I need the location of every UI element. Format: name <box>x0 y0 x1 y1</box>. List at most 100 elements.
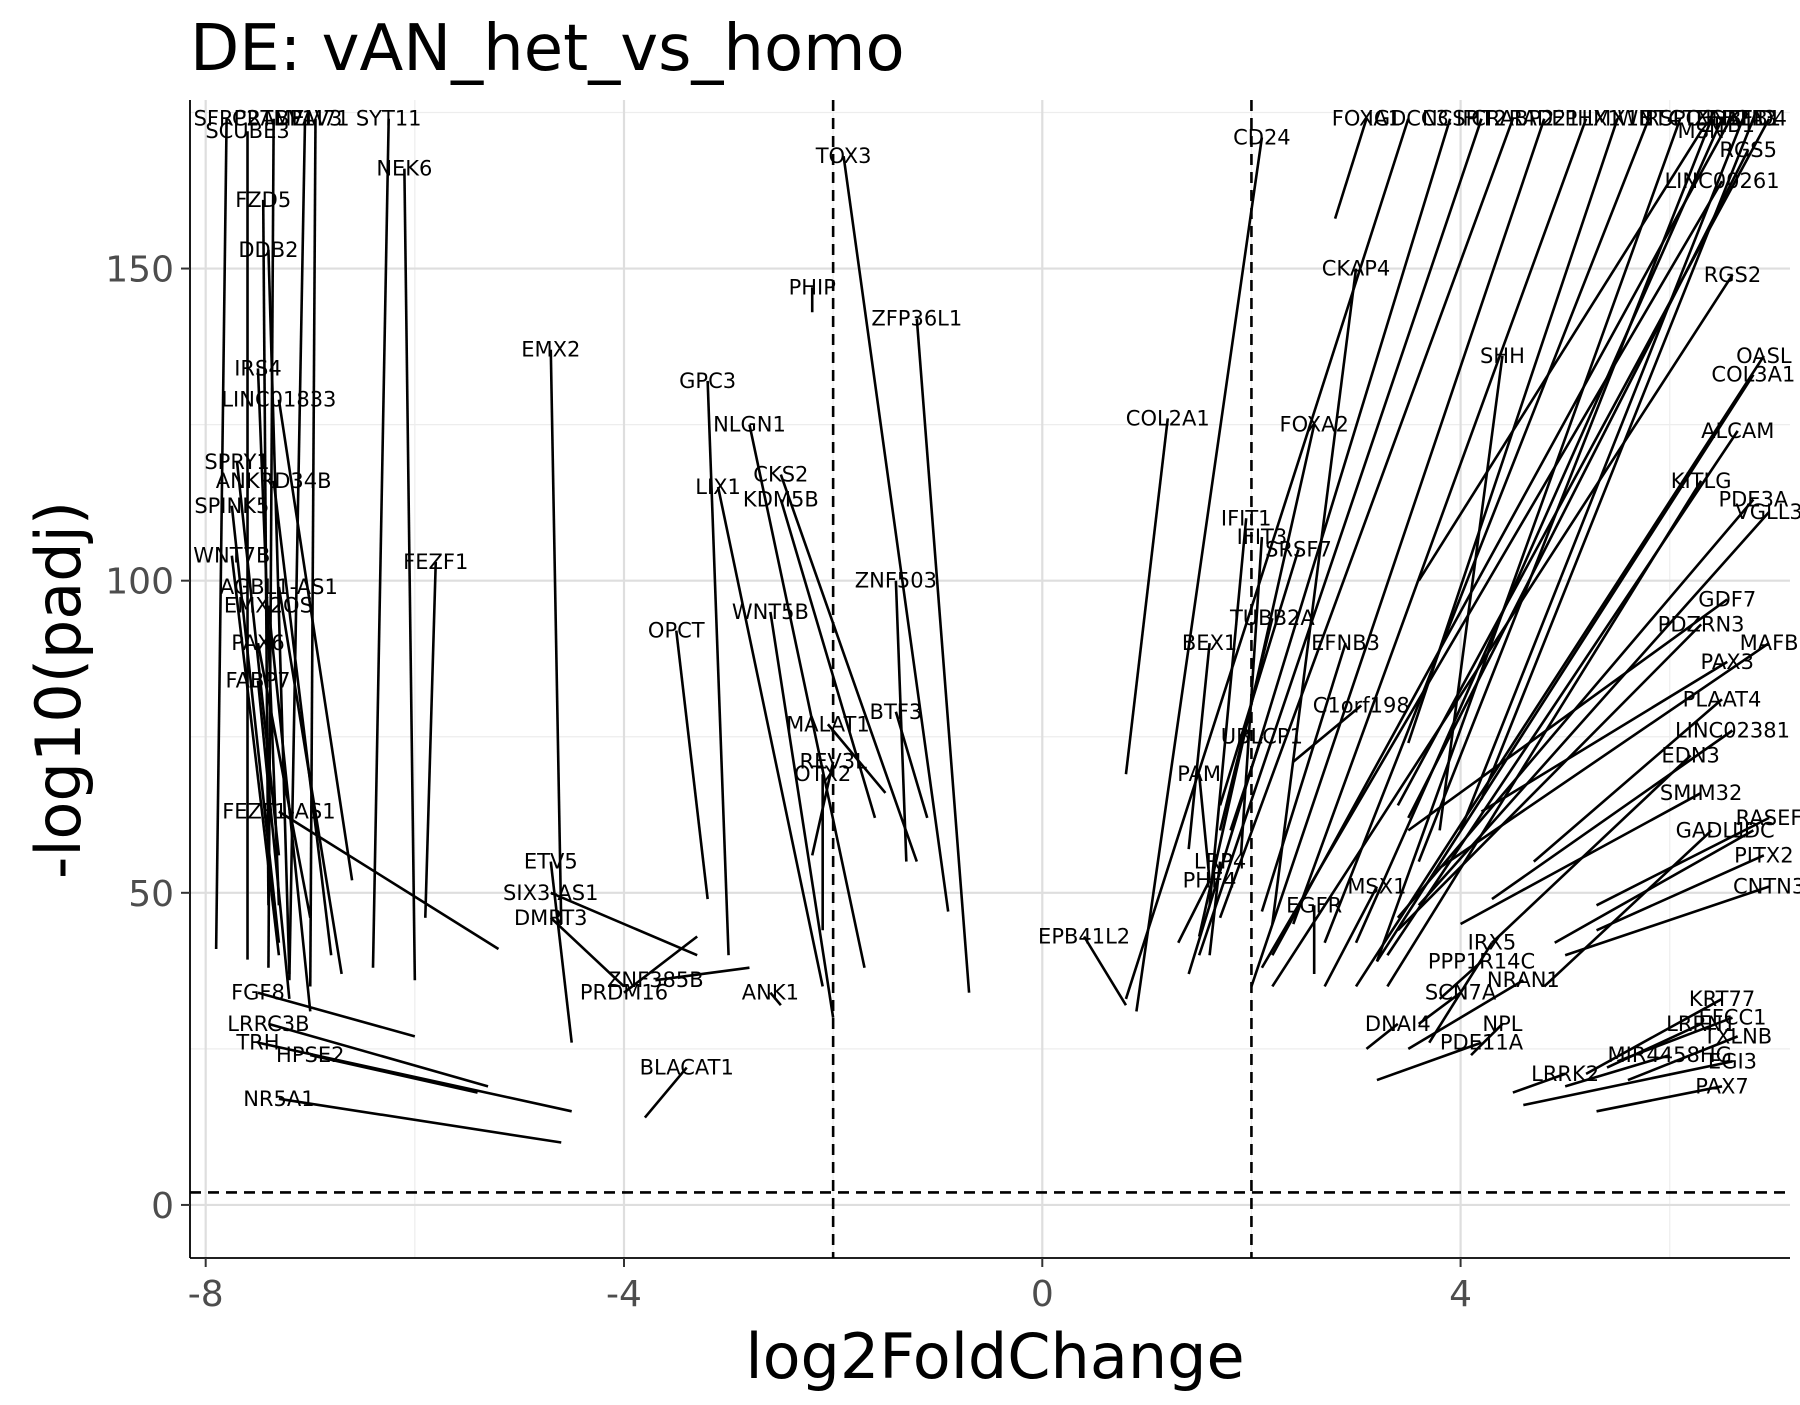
gene-label: FZD5 <box>235 188 291 212</box>
label-segment <box>1333 118 1368 219</box>
label-segment <box>915 318 971 993</box>
gene-label: FEZF1 <box>403 550 468 574</box>
gene-label: NR5A1 <box>243 1087 314 1111</box>
y-tick-label: 0 <box>151 1186 174 1227</box>
label-segment <box>1208 518 1248 906</box>
label-segment <box>1271 268 1358 925</box>
gene-label: SMIM32 <box>1660 781 1742 805</box>
gene-label: OASL <box>1736 344 1792 368</box>
gene-label: TOX3 <box>815 144 872 168</box>
gene-label: PRDM16 <box>580 981 668 1005</box>
label-segment <box>1271 124 1729 956</box>
label-segment <box>1480 660 1728 813</box>
gene-label: ZFP36L1 <box>871 306 962 330</box>
label-segment <box>277 399 354 881</box>
gene-label: LMX1B <box>1581 107 1653 131</box>
gene-label: TRH <box>235 1031 279 1055</box>
label-segment <box>623 935 698 994</box>
gene-label: EGFR <box>1286 893 1342 917</box>
gene-label: COL3A1 <box>1711 363 1795 387</box>
label-segment <box>1438 642 1770 869</box>
gene-label: PAX3 <box>1701 650 1754 674</box>
label-segment <box>1250 118 1546 987</box>
gene-label: TUBB2A <box>1229 606 1315 630</box>
label-segment <box>214 118 228 950</box>
gene-label: NPL <box>1482 1012 1522 1036</box>
gene-label: NEK6 <box>376 157 432 181</box>
label-segment <box>1459 118 1745 831</box>
label-segment <box>1239 536 1264 856</box>
label-segment <box>1407 598 1729 832</box>
gene-label: EFNB3 <box>1311 631 1380 655</box>
gene-label: EPB41L2 <box>1038 925 1130 949</box>
gene-label: MALAT1 <box>786 712 870 736</box>
label-segment <box>1124 118 1410 1000</box>
gene-label: GADL1 <box>1676 818 1748 842</box>
label-segment <box>235 461 281 856</box>
label-segment <box>1470 1022 1504 1057</box>
label-segment <box>1218 549 1300 806</box>
label-segment <box>1197 118 1483 956</box>
gene-label: SIX3-AS1 <box>503 881 598 905</box>
label-segment <box>769 611 835 1018</box>
gene-label: ZEB2 <box>1694 107 1749 131</box>
label-segment <box>1396 623 1703 932</box>
gene-label: FOXA2 <box>1279 413 1348 437</box>
label-segment <box>272 480 333 956</box>
gene-label: LRP4 <box>1194 850 1246 874</box>
gene-label: SCN7A <box>1425 981 1497 1005</box>
label-segment <box>894 580 908 862</box>
label-segment <box>1208 861 1222 956</box>
gene-label: SFRP2 <box>194 107 260 131</box>
label-segment <box>1292 118 1588 925</box>
label-segment <box>1554 829 1755 944</box>
label-segment <box>674 630 709 900</box>
label-segment <box>1083 935 1128 1006</box>
gene-label: VGLL3 <box>1735 500 1800 524</box>
gene-label: CD24 <box>1233 125 1291 149</box>
gene-label: GDF7 <box>1698 587 1756 611</box>
gene-label: FOXA1 <box>1332 107 1401 131</box>
gene-label: BEX1 <box>1182 631 1237 655</box>
label-segment <box>1177 879 1211 944</box>
gene-label: GATA3 <box>1709 107 1777 131</box>
gene-label: IGDCC3 <box>1368 107 1449 131</box>
gene-label: EFCC1 <box>1698 1006 1766 1030</box>
gene-label: NRAN1 <box>1487 968 1560 992</box>
gene-label: MAFB <box>1740 631 1799 655</box>
gene-label: FGF8 <box>231 981 285 1005</box>
label-segment <box>1323 885 1379 988</box>
gene-label: DNAI4 <box>1365 1012 1431 1036</box>
label-segment <box>423 561 438 918</box>
label-segment <box>403 168 417 981</box>
x-axis-title: log2FoldChange <box>745 1320 1244 1393</box>
label-segment <box>1292 704 1363 763</box>
label-segment <box>1491 754 1692 944</box>
gene-label: TXLNB <box>1702 1024 1772 1048</box>
label-segment <box>1187 642 1211 850</box>
gene-label: WNT5B <box>732 600 809 624</box>
gene-label: ALCAM <box>1701 419 1774 443</box>
gene-label: CRABP2 <box>1471 107 1554 131</box>
gene-label: UBLCP1 <box>1221 725 1303 749</box>
label-segment <box>1417 991 1462 1025</box>
gene-label: SCUBE3 <box>205 119 289 143</box>
gene-label: VAV3 <box>289 107 343 131</box>
label-segment <box>655 966 750 982</box>
gene-label: ZNF385B <box>607 968 704 992</box>
gene-label: GPC3 <box>679 369 736 393</box>
label-segment <box>842 156 950 912</box>
label-segment <box>1260 642 1347 912</box>
label-segment <box>1407 979 1524 1050</box>
gene-label: PAX6 <box>231 631 284 655</box>
y-tick-label: 100 <box>105 562 174 603</box>
label-segment <box>769 991 782 1007</box>
gene-label: LRRC3B <box>227 1012 309 1036</box>
gene-label: LRRN1 <box>1666 1012 1736 1036</box>
label-segment <box>706 380 730 956</box>
label-segment <box>1407 149 1750 819</box>
gene-label: PPP1R14C <box>1428 949 1535 973</box>
gene-label: KITLG <box>1671 469 1732 493</box>
gene-label: EMX2 <box>521 338 580 362</box>
